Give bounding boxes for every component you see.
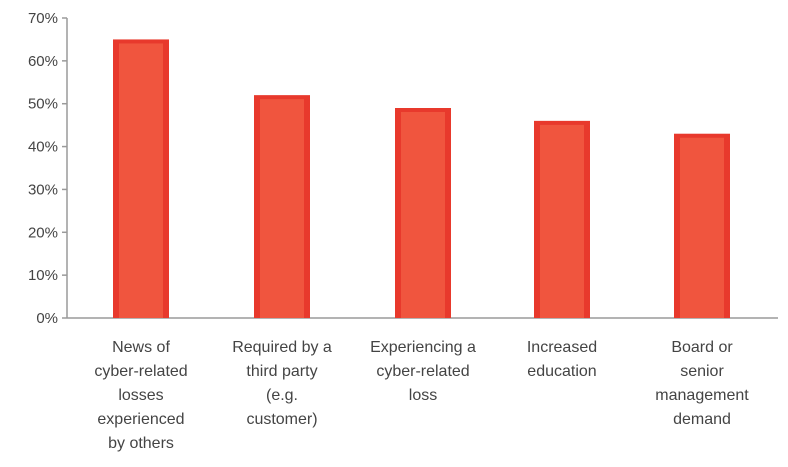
category-label-line: third party [246,363,317,380]
bar-highlight [540,124,584,318]
y-tick-label: 10% [28,267,58,284]
category-label-line: Experiencing a [370,339,476,356]
category-label-line: loss [409,387,437,404]
category-label: Experiencing a cyber-related loss [370,339,476,404]
category-label: Increased education [527,339,597,380]
category-label-line: by others [108,435,174,452]
y-tick-label: 60% [28,53,58,70]
y-tick-label: 20% [28,224,58,241]
category-labels: News of cyber-related losses experienced by … [94,339,749,452]
category-label-line: experienced [97,411,184,428]
category-label: Board or senior management demand [655,339,749,428]
bar-highlight [119,43,163,319]
y-tick-label: 50% [28,96,58,113]
y-axis-ticks: 0% 10% 20% 30% 40% 50% 60% 70% [28,10,67,327]
category-label-line: customer) [246,411,317,428]
y-tick-label: 70% [28,10,58,27]
y-tick-label: 30% [28,181,58,198]
bar-highlight [260,99,304,319]
category-label: News of cyber-related losses experienced by … [94,339,187,452]
category-label-line: cyber-related [376,363,469,380]
category-label-line: losses [118,387,163,404]
category-label-line: management [655,387,749,404]
category-label-line: (e.g. [266,387,298,404]
category-label-line: cyber-related [94,363,187,380]
bar-highlight [680,137,724,318]
category-label-line: senior [680,363,724,380]
category-label-line: demand [673,411,731,428]
category-label-line: News of [112,339,170,356]
y-tick-label: 0% [36,310,58,327]
category-label-line: education [527,363,596,380]
category-label-line: Increased [527,339,597,356]
category-label-line: Board or [671,339,733,356]
bar-highlight [401,112,445,318]
category-label: Required by a third party (e.g. customer) [232,339,332,428]
category-label-line: Required by a [232,339,332,356]
bars [113,39,730,319]
y-tick-label: 40% [28,139,58,156]
